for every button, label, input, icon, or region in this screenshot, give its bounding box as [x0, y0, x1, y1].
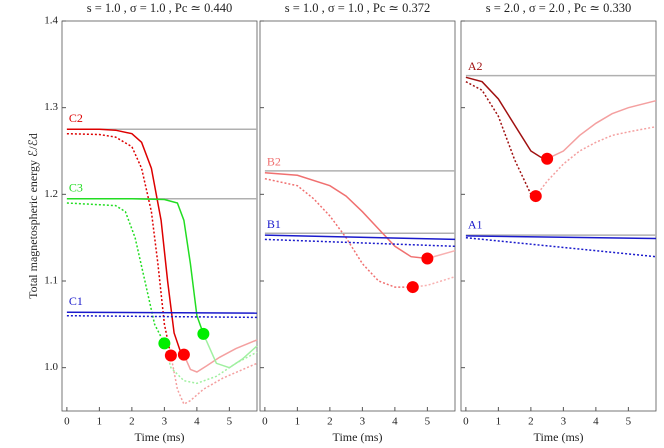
series-line	[546, 99, 657, 160]
series-line	[170, 355, 258, 406]
series-line	[183, 339, 258, 373]
x-tick-label: 2	[528, 416, 534, 428]
series-line	[66, 202, 166, 344]
series-line	[465, 76, 548, 160]
y-axis-label: Total magnetospheric energy ℰ/ℰd	[26, 133, 40, 299]
x-tick-label: 2	[327, 416, 333, 428]
x-tick-label: 1	[496, 416, 502, 428]
y-tick-label: 1.2	[44, 188, 58, 200]
marker-point	[529, 190, 542, 203]
series-line	[264, 177, 413, 288]
marker-point	[406, 281, 419, 294]
x-tick-label: 1	[97, 416, 103, 428]
series-line	[264, 238, 456, 248]
x-tick-label: 5	[227, 416, 233, 428]
x-tick-label: 4	[392, 416, 398, 428]
panel-title: s = 2.0 , σ = 2.0 , Pc ≃ 0.330	[486, 1, 632, 15]
series-label: C2	[69, 111, 83, 125]
x-tick-label: 2	[129, 416, 135, 428]
marker-point	[541, 152, 554, 165]
series-line	[412, 275, 456, 288]
series-line	[66, 128, 185, 356]
series-label: A2	[468, 59, 483, 73]
marker-point	[158, 337, 171, 350]
x-tick-label: 5	[425, 416, 431, 428]
series-line	[66, 197, 205, 335]
series-label: B2	[267, 154, 281, 168]
y-tick-label: 1.3	[44, 101, 58, 113]
series-line	[66, 314, 258, 319]
x-tick-label: 1	[295, 416, 301, 428]
series-line	[163, 343, 258, 385]
y-tick-label: 1.4	[44, 15, 58, 27]
panel-title: s = 1.0 , σ = 1.0 , Pc ≃ 0.372	[285, 1, 431, 15]
marker-point	[197, 327, 210, 340]
panel-title: s = 1.0 , σ = 1.0 , Pc ≃ 0.440	[87, 1, 233, 15]
y-tick-label: 1.1	[44, 275, 58, 287]
y-tick-label: 1.0	[44, 361, 58, 373]
x-axis-label: Time (ms)	[534, 430, 584, 444]
series-line	[535, 125, 657, 197]
series-label: C1	[69, 294, 83, 308]
series-line	[264, 234, 456, 241]
series-label: A1	[468, 218, 483, 232]
x-axis-label: Time (ms)	[135, 430, 185, 444]
series-line	[66, 132, 172, 356]
x-axis-label: Time (ms)	[333, 430, 383, 444]
x-tick-label: 4	[194, 416, 200, 428]
series-line	[264, 171, 428, 260]
x-tick-label: 0	[262, 416, 268, 428]
series-label: B1	[267, 217, 281, 231]
x-tick-label: 3	[162, 416, 168, 428]
x-tick-label: 0	[64, 416, 70, 428]
marker-point	[164, 349, 177, 362]
series-line	[465, 235, 657, 240]
x-tick-label: 3	[360, 416, 366, 428]
plot-frame	[460, 20, 657, 412]
marker-point	[421, 252, 434, 265]
marker-point	[177, 348, 190, 361]
series-label: C3	[69, 180, 83, 194]
x-tick-label: 4	[593, 416, 599, 428]
x-tick-label: 3	[561, 416, 567, 428]
x-tick-label: 0	[463, 416, 469, 428]
plot-frame	[259, 20, 456, 412]
series-line	[465, 81, 537, 197]
x-tick-label: 5	[626, 416, 632, 428]
series-line	[66, 311, 258, 314]
plot-frame	[61, 20, 258, 412]
series-line	[465, 236, 657, 258]
